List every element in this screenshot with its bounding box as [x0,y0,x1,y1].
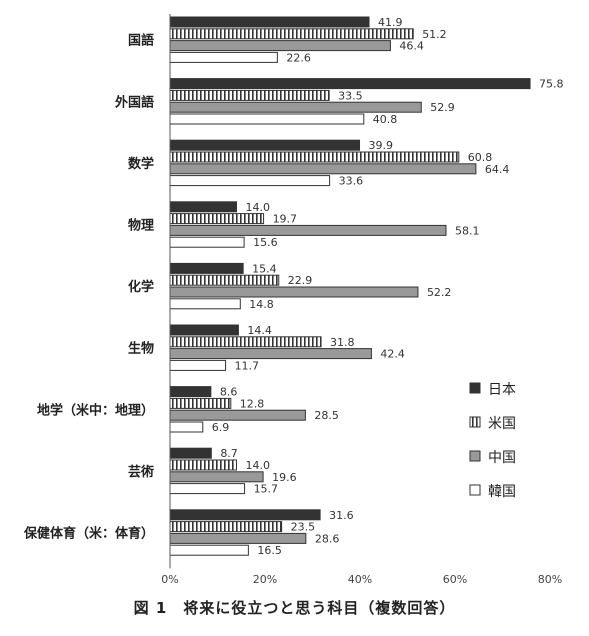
bar-japan [169,78,531,90]
legend-label-china: 中国 [488,450,516,466]
value-label-us: 31.8 [330,336,355,349]
value-label-japan: 15.4 [252,262,277,275]
bar-china [169,348,372,360]
value-label-korea: 6.9 [212,421,230,434]
bar-japan [169,262,244,274]
legend-swatch-us [469,416,481,428]
value-label-japan: 75.8 [539,78,564,91]
bar-us [169,28,414,40]
bar-japan [169,139,361,151]
value-label-korea: 11.7 [235,359,260,372]
value-label-korea: 15.7 [254,483,279,496]
value-label-china: 52.2 [427,286,452,299]
bar-japan [169,16,370,28]
bar-china [169,409,306,421]
bar-us [169,151,460,163]
bar-japan [169,447,212,459]
bar-us [169,459,237,471]
category-label: 国語 [128,33,154,49]
legend-swatch-japan [469,382,481,394]
category-label: 物理 [128,218,154,234]
value-label-china: 19.6 [272,471,297,484]
bar-japan [169,386,212,398]
bar-korea [169,236,245,248]
bar-china [169,40,391,52]
value-label-us: 22.9 [288,274,313,287]
bar-korea [169,483,246,495]
category-label: 保健体育（米：体育） [23,526,154,542]
legend-label-japan: 日本 [488,382,516,398]
bar-us [169,274,280,286]
bar-china [169,471,264,483]
value-label-korea: 22.6 [286,51,311,64]
category-label: 芸術 [128,464,154,480]
value-label-korea: 14.8 [249,298,273,311]
value-label-china: 58.1 [455,224,480,237]
bar-us [169,521,283,533]
bar-us [169,213,265,225]
x-tick-label: 80% [538,573,562,586]
bar-korea [169,544,249,556]
bar-korea [169,175,331,187]
category-label: 数学 [128,156,154,172]
bar-us [169,89,330,101]
value-label-china: 28.5 [314,409,339,422]
bar-korea [169,421,204,433]
value-label-japan: 39.9 [369,139,394,152]
bar-japan [169,201,237,213]
bar-korea [169,298,241,310]
bar-china [169,532,307,544]
value-label-china: 28.6 [315,532,340,545]
value-label-korea: 15.6 [253,236,278,249]
value-label-us: 51.2 [422,28,447,41]
bar-japan [169,509,321,521]
value-label-us: 23.5 [291,521,316,534]
value-label-us: 14.0 [246,459,271,472]
figure-caption: 図 1 将来に役立つと思う科目（複数回答） [133,599,456,617]
bar-china [169,101,422,113]
value-label-japan: 14.0 [246,201,271,214]
value-label-korea: 40.8 [373,113,398,126]
x-tick-label: 0% [161,573,178,586]
legend-label-korea: 韓国 [488,484,516,500]
value-label-japan: 8.6 [220,386,238,399]
value-label-japan: 31.6 [329,509,354,522]
category-label: 生物 [128,341,154,357]
value-label-korea: 16.5 [257,544,282,557]
bar-us [169,336,322,348]
value-label-china: 42.4 [380,348,405,361]
category-label: 外国語 [114,94,154,110]
bar-korea [169,113,365,125]
x-tick-label: 60% [443,573,467,586]
value-label-japan: 41.9 [378,16,403,29]
legend-swatch-china [469,450,481,462]
category-label: 地学（米中：地理） [37,402,154,418]
category-label: 化学 [128,279,154,295]
value-label-us: 19.7 [273,213,298,226]
value-label-china: 52.9 [430,101,455,114]
value-label-japan: 8.7 [220,447,238,460]
x-tick-label: 40% [348,573,372,586]
value-label-us: 12.8 [240,397,264,410]
bar-korea [169,359,227,371]
bar-japan [169,324,239,336]
bar-us [169,397,232,409]
bar-china [169,163,477,175]
bar-korea [169,51,278,63]
x-tick-label: 20% [253,573,277,586]
value-label-us: 33.5 [338,89,363,102]
bar-chart: 国語 41.9 51.246.4 22.6 外国語 75.8 33.5 52.9 40.8 数学 3… [23,14,564,586]
bar-china [169,286,419,298]
value-label-china: 46.4 [399,40,424,53]
bar-china [169,224,447,236]
value-label-japan: 14.4 [247,324,272,337]
value-label-us: 60.8 [468,151,493,164]
plot-area: 国語 41.9 51.246.4 22.6 外国語 75.8 33.5 52.9 40.8 数学 3… [23,14,564,586]
value-label-korea: 33.6 [339,175,364,188]
legend-label-us: 米国 [488,416,516,432]
value-label-china: 64.4 [485,163,510,176]
legend-swatch-korea [469,484,481,496]
